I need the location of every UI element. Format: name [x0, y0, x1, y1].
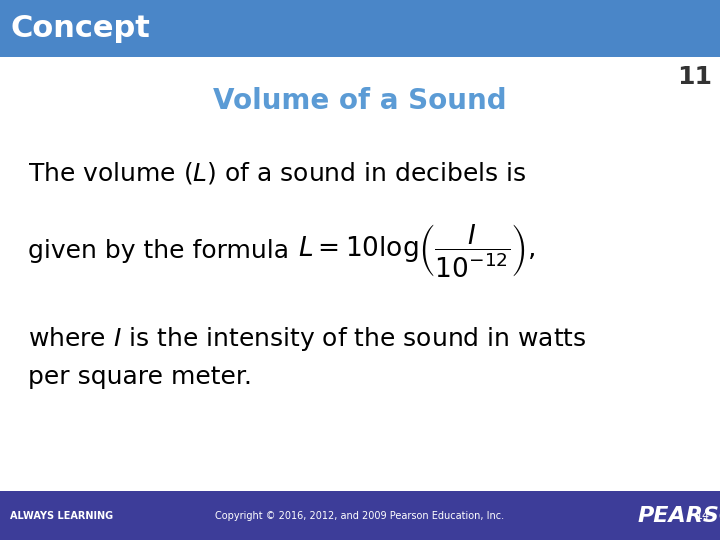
- FancyBboxPatch shape: [0, 491, 720, 540]
- Text: ALWAYS LEARNING: ALWAYS LEARNING: [10, 511, 113, 521]
- FancyBboxPatch shape: [0, 0, 720, 57]
- Text: Copyright © 2016, 2012, and 2009 Pearson Education, Inc.: Copyright © 2016, 2012, and 2009 Pearson…: [215, 511, 505, 521]
- Text: $L = 10\log\!\left(\dfrac{I}{10^{-12}}\right),$: $L = 10\log\!\left(\dfrac{I}{10^{-12}}\r…: [298, 222, 536, 279]
- Text: Concept: Concept: [10, 14, 150, 43]
- Text: PEARSON: PEARSON: [638, 505, 720, 526]
- Text: Volume of a Sound: Volume of a Sound: [213, 87, 507, 114]
- Text: per square meter.: per square meter.: [28, 364, 252, 389]
- Text: The volume ($\mathit{L}$) of a sound in decibels is: The volume ($\mathit{L}$) of a sound in …: [28, 160, 526, 186]
- Text: given by the formula: given by the formula: [28, 239, 289, 262]
- Text: 14: 14: [696, 511, 710, 521]
- Text: 11: 11: [677, 65, 712, 89]
- Text: where $\mathit{I}$ is the intensity of the sound in watts: where $\mathit{I}$ is the intensity of t…: [28, 325, 587, 353]
